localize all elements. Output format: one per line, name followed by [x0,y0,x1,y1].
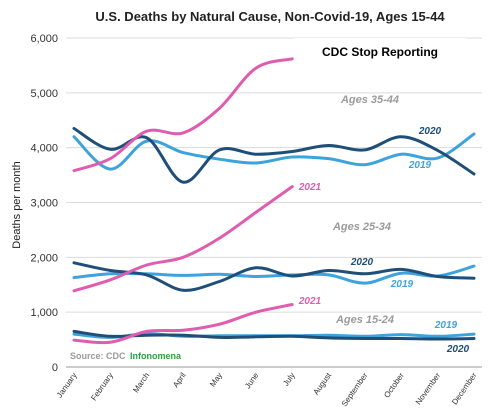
series-label-ages-15-24-2021: 2021 [298,296,322,307]
y-tick-label: 5,000 [30,88,58,100]
series-label-ages-25-34-2020: 2020 [350,257,374,268]
cdc-stop-reporting-note: CDC Stop Reporting [322,45,438,59]
series-label-ages-15-24-2020: 2020 [446,344,470,355]
gridlines [66,37,482,368]
x-tick-label: December [450,371,479,407]
x-tick-label: September [340,371,370,408]
y-tick-label: 4,000 [30,143,58,155]
y-tick-label: 2,000 [30,252,58,264]
x-tick-label: April [171,371,188,389]
chart-title: U.S. Deaths by Natural Cause, Non-Covid-… [95,9,445,24]
series-label-ages-15-24-2019: 2019 [434,320,458,331]
series-label-ages-25-34-2019: 2019 [390,279,414,290]
y-tick-label: 3,000 [30,198,58,210]
x-tick-labels: January February March April May June July Augu… [55,370,479,408]
series-label-ages-25-34-2021: 2021 [298,182,322,193]
group-label-ages-25-34: Ages 25-34 [332,221,391,233]
series-line-ages-35-44-2020 [72,127,476,184]
y-tick-label: 1,000 [30,307,58,319]
y-axis-label: Deaths per month [11,161,23,248]
series-label-ages-35-44-2020: 2020 [418,126,442,137]
series-line-ages-15-24-2020 [72,329,476,341]
x-tick-label: October [382,371,406,400]
x-tick-label: June [243,371,261,391]
y-tick-label: 0 [52,362,58,374]
series-line-ages-25-34-2021 [72,185,294,293]
group-label-ages-15-24: Ages 15-24 [335,314,394,326]
series-label-ages-35-44-2019: 2019 [408,160,432,171]
x-tick-label: February [89,371,115,402]
x-tick-label: November [414,371,443,407]
series-line-ages-35-44-2021 [72,57,294,173]
group-label-ages-35-44: Ages 35-44 [340,94,399,106]
x-tick-label: March [131,371,151,394]
y-tick-labels: 0 1,000 2,000 3,000 4,000 5,000 6,000 [30,33,58,374]
x-tick-label: August [312,370,334,396]
series-line-ages-15-24-2021 [72,303,294,345]
series-line-ages-25-34-2020 [72,261,476,292]
x-tick-label: January [55,371,79,399]
annotation-background [294,38,466,64]
infonomena-brand: Infonomena [130,351,182,361]
source-label: Source: CDC [70,351,126,361]
series-line-ages-35-44-2019 [72,132,476,171]
series-lines [72,57,476,345]
x-tick-label: May [208,371,224,389]
y-tick-label: 6,000 [30,33,58,45]
x-tick-label: July [281,371,297,388]
series-labels: Ages 35-44 2021 2020 2019 Ages 25-34 2021 2020… [298,52,470,355]
